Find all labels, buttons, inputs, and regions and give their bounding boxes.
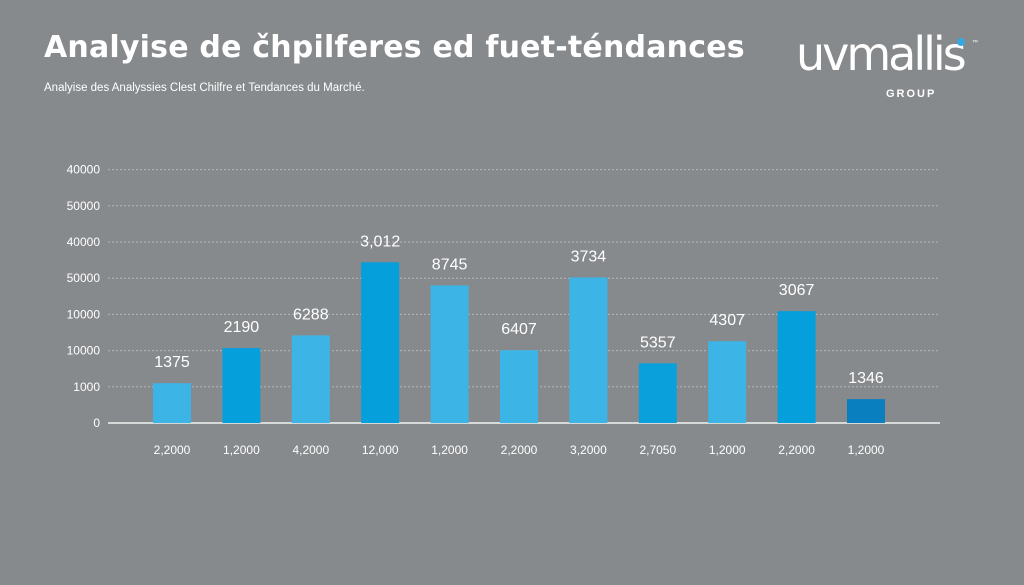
bar: [569, 277, 608, 423]
logo-group-text: GROUP: [886, 88, 937, 100]
x-tick-label: 1,2000: [709, 443, 746, 457]
x-tick-label: 2,2000: [154, 443, 191, 457]
bar: [708, 341, 747, 423]
bar-value-label: 5357: [640, 334, 676, 351]
x-tick-label: 1,2000: [431, 443, 468, 457]
bar-value-label: 4307: [709, 312, 745, 329]
x-tick-label: 1,2000: [848, 443, 885, 457]
bar: [847, 399, 885, 423]
bar-value-label: 3067: [779, 282, 815, 299]
bar-value-label: 3734: [571, 248, 607, 265]
x-tick-label: 2,2000: [778, 443, 815, 457]
x-tick-label: 2,2000: [501, 443, 538, 457]
x-tick-label: 1,2000: [223, 443, 260, 457]
bar-value-label: 6407: [501, 321, 537, 338]
bar: [153, 383, 191, 423]
bar: [361, 262, 400, 423]
bar: [430, 285, 469, 423]
bar: [291, 335, 330, 423]
logo-dot-icon: [957, 38, 965, 46]
bar-value-label: 8745: [432, 256, 468, 273]
y-tick-label: 10000: [67, 307, 101, 321]
y-tick-label: 40000: [67, 235, 101, 249]
logo-wordmark: uvmallis: [796, 27, 967, 81]
bar-value-label: 3,012: [360, 233, 400, 250]
x-tick-label: 3,2000: [570, 443, 607, 457]
x-tick-label: 2,7050: [639, 443, 676, 457]
y-tick-label: 50000: [67, 199, 101, 213]
bar-value-label: 1346: [848, 370, 884, 387]
x-tick-label: 12,000: [362, 443, 399, 457]
chart-subtitle: Analyise des Analyssies Clest Chilfre et…: [44, 82, 365, 94]
x-tick-label: 4,2000: [292, 443, 329, 457]
bar-value-label: 6288: [293, 306, 329, 323]
bar: [222, 348, 261, 423]
chart-title: Analyise de čhpilferes ed fuet-téndances: [44, 30, 745, 65]
y-tick-label: 40000: [67, 163, 101, 177]
bar-value-label: 1375: [154, 354, 190, 371]
bar: [500, 350, 538, 423]
y-tick-label: 50000: [67, 271, 101, 285]
logo-trademark: ™: [972, 40, 978, 46]
company-logo: uvmallis ™ GROUP: [796, 26, 986, 106]
y-tick-label: 10000: [67, 344, 101, 358]
bar: [777, 311, 816, 423]
bar-value-label: 2190: [224, 319, 260, 336]
bar: [638, 363, 677, 423]
y-tick-label: 1000: [73, 380, 100, 394]
y-tick-label: 0: [93, 416, 100, 430]
